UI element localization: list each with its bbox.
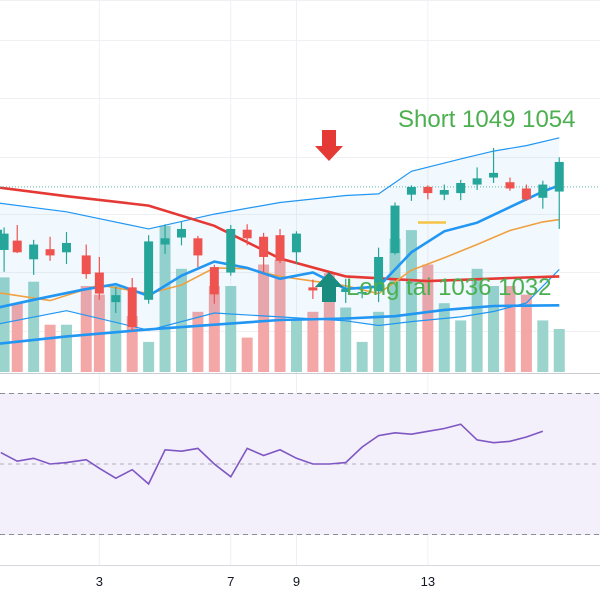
volume-bar — [488, 286, 500, 372]
candle-body — [275, 235, 285, 261]
candle-body — [456, 182, 466, 194]
volume-bar — [405, 230, 417, 372]
ma-mid-line — [0, 304, 560, 345]
volume-bar — [307, 311, 319, 372]
candle-body — [0, 233, 9, 250]
volume-bar — [290, 320, 302, 372]
candle-body — [489, 172, 499, 178]
volume-bar — [192, 311, 204, 372]
volume-bar — [28, 281, 40, 372]
volume-bar — [110, 286, 122, 372]
volume-bar — [159, 225, 171, 372]
long-annotation: Long tai 1036 1032 — [346, 274, 552, 301]
volume-bars — [0, 225, 565, 372]
candle-body — [209, 267, 219, 295]
rsi-panel — [0, 393, 600, 535]
volume-bar — [471, 268, 483, 372]
volume-bar — [0, 277, 10, 372]
volume-bar — [373, 311, 385, 372]
volume-bar — [356, 341, 368, 372]
x-tick-label: 3 — [96, 574, 103, 589]
candle-body — [12, 240, 22, 253]
volume-bar — [520, 294, 532, 372]
candle-body — [160, 238, 170, 245]
candle-body — [242, 229, 252, 239]
rsi-line — [0, 423, 544, 486]
candle-body — [357, 292, 367, 294]
long-arrow-icon — [315, 272, 343, 302]
candle-body — [291, 233, 301, 253]
volume-bar — [208, 286, 220, 372]
candle-body — [390, 205, 400, 254]
volume-bar — [258, 264, 270, 372]
candle-body — [127, 287, 137, 328]
volume-bar — [422, 264, 434, 372]
candle-body — [341, 288, 351, 293]
candle-body — [111, 295, 121, 303]
volume-bar — [389, 238, 401, 372]
candle-body — [439, 190, 449, 195]
volume-bar — [143, 341, 155, 372]
candle-body — [538, 184, 548, 198]
volume-bar — [126, 316, 138, 372]
volume-bar — [80, 286, 92, 372]
candle-body — [62, 242, 71, 253]
volume-bar — [175, 268, 187, 372]
candle-body — [406, 186, 416, 195]
candle-body — [226, 228, 236, 273]
candle-body — [259, 236, 269, 257]
candle-body — [81, 255, 91, 275]
x-tick-label: 7 — [227, 574, 234, 589]
x-axis-ticks: 3 7 9 13 — [96, 574, 435, 589]
volume-bar — [537, 320, 549, 372]
candlesticks — [0, 147, 564, 331]
volume-bar — [225, 286, 237, 372]
candle-body — [0, 229, 3, 237]
volume-bar — [438, 303, 450, 372]
x-tick-label: 13 — [421, 574, 435, 589]
x-tick-label: 9 — [293, 574, 300, 589]
candle-body — [554, 161, 564, 192]
short-annotation: Short 1049 1054 — [398, 106, 575, 133]
candle-body — [45, 249, 55, 256]
volume-bar — [504, 286, 516, 372]
volume-bar — [44, 324, 56, 372]
candle-body — [144, 241, 154, 300]
volume-bar — [11, 303, 23, 372]
candle-body — [374, 256, 384, 292]
volume-bar — [241, 337, 253, 372]
candle-body — [423, 186, 433, 194]
bollinger-upper — [0, 137, 560, 230]
candle-body — [29, 244, 39, 260]
candle-body — [176, 228, 186, 238]
candle-body — [521, 188, 531, 200]
candle-body — [472, 178, 482, 185]
rsi-line-path — [0, 423, 544, 486]
short-arrow-icon — [315, 130, 343, 161]
candle-body — [94, 272, 104, 294]
candle-body — [308, 287, 318, 291]
volume-bar — [553, 329, 565, 372]
candle-body — [505, 182, 515, 189]
volume-bar — [340, 307, 352, 372]
volume-bar — [323, 273, 335, 372]
volume-bar — [274, 260, 286, 372]
trade-markers — [315, 130, 446, 302]
volume-bar — [455, 320, 467, 372]
volume-bar — [61, 324, 72, 372]
candle-body — [193, 238, 203, 256]
ma-fast-line — [0, 184, 560, 309]
